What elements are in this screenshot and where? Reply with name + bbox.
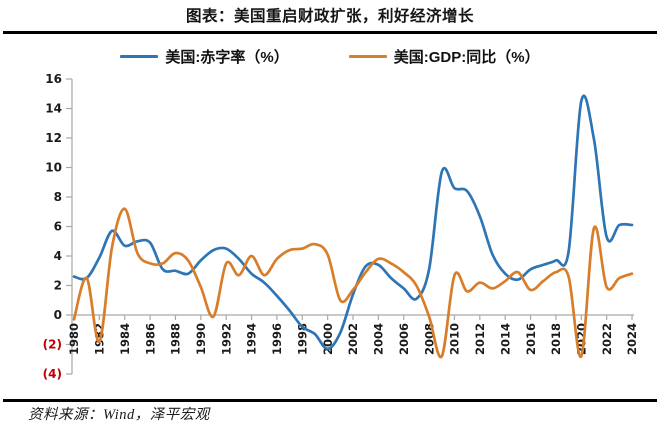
x-axis-tick-label: 1996 (270, 323, 284, 355)
y-axis-tick-label: 10 (45, 161, 62, 175)
legend: 美国:赤字率（%） 美国:GDP:同比（%） (0, 46, 660, 67)
x-axis-tick-label: 2016 (524, 323, 538, 355)
y-axis-tick-label: (2) (43, 338, 62, 352)
gdp-line-swatch-icon (348, 54, 387, 59)
x-axis-tick-label: 1992 (219, 323, 233, 355)
x-axis-tick-label: 1998 (295, 323, 309, 355)
legend-label-gdp: 美国:GDP:同比（%） (393, 49, 540, 66)
y-axis-tick-label: 6 (54, 220, 62, 234)
y-axis-tick-label: (4) (43, 367, 62, 381)
x-axis-tick-label: 1988 (169, 323, 183, 355)
x-axis-tick-label: 1980 (67, 323, 81, 355)
top-divider (3, 31, 657, 34)
deficit-line (72, 94, 634, 351)
x-axis-tick-label: 2024 (625, 323, 639, 355)
deficit-line-swatch-icon (120, 54, 159, 59)
x-axis-tick-label: 2012 (473, 323, 487, 355)
y-axis-tick-label: 4 (54, 249, 62, 263)
bottom-divider (3, 399, 657, 402)
x-axis-tick-label: 2018 (549, 323, 563, 355)
legend-label-deficit: 美国:赤字率（%） (165, 49, 289, 66)
x-axis-tick-label: 2014 (498, 323, 512, 355)
x-axis-tick-label: 2004 (372, 323, 386, 355)
x-axis-tick-label: 1986 (143, 323, 157, 355)
x-axis-tick-label: 2022 (600, 323, 614, 355)
legend-item-gdp: 美国:GDP:同比（%） (348, 46, 540, 67)
legend-item-deficit: 美国:赤字率（%） (120, 46, 289, 67)
y-axis-tick-label: 2 (54, 279, 62, 293)
x-axis-tick-label: 1990 (194, 323, 208, 355)
chart-title: 图表：美国重启财政扩张，利好经济增长 (185, 8, 474, 25)
y-axis-tick-label: 12 (45, 131, 62, 145)
y-axis-tick-label: 0 (54, 308, 62, 322)
x-axis-tick-label: 2002 (346, 323, 360, 355)
x-axis-tick-label: 1994 (245, 323, 259, 355)
y-axis-tick-label: 14 (45, 102, 62, 116)
y-axis-tick-label: 16 (45, 72, 62, 86)
x-axis-tick-label: 2006 (397, 323, 411, 355)
y-axis-tick-label: 8 (54, 190, 62, 204)
x-axis-tick-label: 1984 (118, 323, 132, 355)
data-source-note: 资料来源：Wind，泽平宏观 (28, 407, 210, 423)
x-axis-tick-label: 2010 (448, 323, 462, 355)
gdp-line (72, 207, 634, 359)
